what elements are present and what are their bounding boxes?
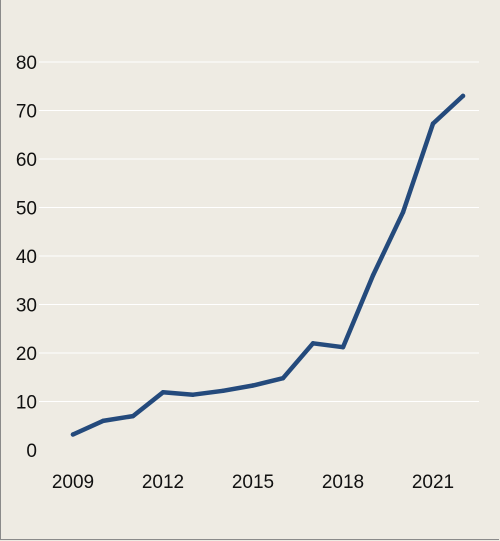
x-tick-label: 2018 [322,472,364,493]
y-tick-label: 40 [16,247,37,268]
data-point [100,418,106,424]
y-tick-label: 20 [16,344,37,365]
data-point [430,121,436,126]
y-tick-label: 50 [16,199,37,220]
data-point [400,210,406,215]
series-line-0 [70,93,466,437]
series-group [70,93,466,437]
data-point [460,93,466,99]
data-point [250,383,256,388]
data-point [130,413,136,419]
data-point [160,390,166,395]
data-point [70,432,76,437]
y-tick-label: 10 [16,393,37,414]
y-tick-label: 80 [16,53,37,74]
y-tick-label: 70 [16,102,37,123]
y-axis-tick-labels: 0 10 20 30 40 50 60 70 80 [16,53,37,462]
data-point [370,273,376,278]
y-tick-label: 30 [16,296,37,317]
x-tick-label: 2015 [232,472,274,493]
x-tick-label: 2009 [52,472,94,493]
y-tick-label: 60 [16,150,37,171]
data-point [310,341,316,346]
x-tick-label: 2021 [412,472,454,493]
data-point [190,392,196,397]
data-point [340,344,346,350]
x-axis-tick-labels: 2009 2012 2015 2018 2021 [52,472,454,493]
data-point [280,376,286,381]
grid-lines [39,61,479,402]
x-tick-label: 2012 [142,472,184,493]
y-tick-label: 0 [26,441,37,462]
data-point [220,388,226,394]
